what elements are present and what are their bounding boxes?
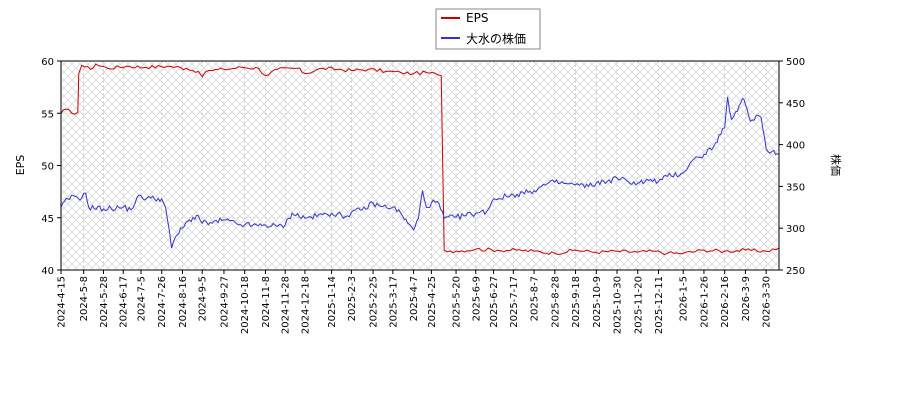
x-tick-label: 2024-6-17 [119,276,130,328]
right-tick-label: 450 [786,99,805,110]
x-tick-label: 2025-2-25 [369,276,380,328]
series-layer [61,63,779,256]
x-tick-label: 2025-10-9 [592,276,603,328]
x-tick-label: 2024-5-8 [79,276,90,321]
legend-box [435,8,541,50]
left-tick-label: 50 [41,162,54,173]
x-tick-label: 2024-12-18 [300,276,311,334]
right-axis-title: 株価 [829,154,843,176]
x-tick-label: 2025-5-20 [452,276,463,328]
legend: EPS 大水の株価 [435,8,541,50]
x-tick-label: 2024-7-26 [157,276,168,328]
right-tick-label: 300 [786,224,805,235]
x-tick-label: 2026-1-5 [679,276,690,321]
x-tick-label: 2025-8-7 [530,276,541,321]
plot-area [61,61,779,270]
right-tick-label: 500 [786,57,805,68]
legend-label-eps: EPS [466,11,488,25]
right-tick-label: 250 [786,266,805,277]
x-tick-label: 2025-3-17 [388,276,399,328]
price-series-line [61,96,779,249]
left-tick-label: 55 [41,109,54,120]
x-tick-label: 2026-2-16 [720,276,731,328]
x-tick-label: 2025-4-7 [409,276,420,321]
x-tick-label: 2026-1-26 [699,276,710,328]
x-tick-label: 2025-8-28 [550,276,561,328]
right-tick-label: 400 [786,141,805,152]
x-tick-label: 2024-5-28 [99,276,110,328]
x-tick-label: 2025-6-27 [489,276,500,328]
x-tick-label: 2024-4-15 [57,276,68,328]
x-tick-label: 2024-9-5 [198,276,209,321]
left-tick-label: 45 [41,214,54,225]
x-tick-label: 2024-8-16 [178,276,189,328]
x-tick-label: 2025-1-14 [327,276,338,328]
left-tick-label: 40 [41,266,54,277]
x-tick-label: 2024-10-18 [240,276,251,334]
x-tick-label: 2024-7-5 [136,276,147,321]
x-tick-label: 2025-6-9 [471,276,482,321]
x-tick-label: 2024-11-8 [261,276,272,328]
x-tick-label: 2025-11-20 [633,276,644,334]
x-axis-ticks: 2024-4-15 2024-5-8 2024-5-28 2024-6-17 2024-… [57,270,773,334]
grid-lines [60,60,779,271]
x-tick-label: 2025-9-18 [571,276,582,328]
x-tick-label: 2025-10-30 [613,276,624,334]
x-tick-label: 2024-11-28 [281,276,292,334]
x-tick-label: 2025-2-3 [347,276,358,321]
right-axis-ticks: 250 300 350 400 450 500 [779,57,805,277]
x-tick-label: 2026-3-30 [762,276,773,328]
right-tick-label: 350 [786,182,805,193]
left-tick-label: 60 [41,57,54,68]
x-tick-label: 2026-3-9 [741,276,752,321]
legend-label-price: 大水の株価 [466,31,526,46]
x-tick-label: 2025-12-11 [654,276,665,334]
eps-series-line [61,63,779,256]
left-axis-ticks: 40 45 50 55 60 [41,57,61,277]
x-tick-label: 2025-7-17 [509,276,520,328]
left-axis-title: EPS [14,155,27,176]
x-tick-label: 2025-4-25 [427,276,438,328]
x-tick-label: 2024-9-27 [219,276,230,328]
